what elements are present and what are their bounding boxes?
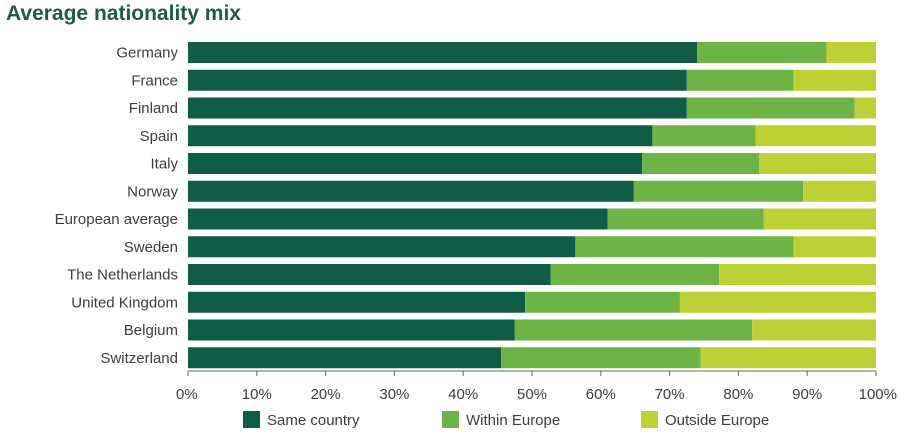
category-label: Sweden (124, 239, 178, 256)
category-label: United Kingdom (71, 294, 178, 311)
bar-3-1 (826, 42, 876, 63)
bar-3-6 (803, 180, 876, 202)
category-label: Finland (129, 100, 178, 117)
bar-1-4 (188, 125, 653, 147)
x-tick-label: 10% (242, 386, 272, 403)
x-tick-label: 70% (655, 386, 685, 403)
bar-2-6 (633, 180, 804, 202)
legend-label-2: Within Europe (466, 412, 560, 429)
x-tick-label: 0% (176, 386, 198, 403)
category-labels: Germany France Finland Spain Italy Norway Euro… (55, 45, 179, 367)
bar-1-9 (188, 264, 551, 285)
bar-2-11 (514, 319, 753, 341)
category-label: The Netherlands (67, 267, 178, 284)
x-tick-label: 20% (311, 386, 341, 403)
bar-3-3 (854, 97, 876, 119)
bar-1-2 (188, 69, 687, 91)
bar-1-1 (188, 42, 698, 63)
x-tick-label: 40% (448, 386, 478, 403)
category-label: Spain (140, 128, 178, 145)
legend: Same country Within Europe Outside Europe (243, 411, 769, 429)
x-tick-label: 60% (586, 386, 616, 403)
bar-2-9 (550, 264, 720, 285)
bar-2-1 (697, 42, 827, 63)
bar-3-8 (793, 236, 876, 258)
bars-layer (188, 42, 876, 369)
bar-1-3 (188, 97, 687, 119)
bar-3-2 (793, 69, 876, 91)
bar-2-8 (575, 236, 794, 258)
legend-swatch-3 (641, 411, 658, 428)
x-tick-label: 30% (379, 386, 409, 403)
bar-2-5 (642, 153, 760, 174)
bar-1-5 (188, 153, 643, 174)
category-label: Belgium (124, 322, 178, 339)
bar-2-7 (607, 208, 764, 230)
chart-title: Average nationality mix (6, 2, 241, 25)
x-tick-label: 80% (723, 386, 753, 403)
bar-3-10 (679, 291, 876, 313)
category-label: Norway (127, 183, 178, 200)
bar-3-11 (752, 319, 876, 341)
bar-3-4 (755, 125, 876, 147)
bar-1-10 (188, 291, 526, 313)
x-tick-label: 50% (517, 386, 547, 403)
x-tick-label: 100% (859, 386, 897, 403)
bar-3-5 (759, 153, 876, 174)
legend-label-3: Outside Europe (665, 412, 769, 429)
category-label: Switzerland (100, 350, 178, 367)
legend-label-1: Same country (267, 412, 360, 429)
x-axis: 0% 10% 20% 30% 40% 50% 60% 70% 80% 90% 100% (176, 370, 897, 403)
category-label: European average (55, 211, 178, 228)
bar-2-10 (525, 291, 680, 313)
bar-3-7 (763, 208, 876, 230)
legend-swatch-1 (243, 411, 260, 428)
bar-1-11 (188, 319, 515, 341)
x-tick-label: 90% (792, 386, 822, 403)
category-label: Germany (116, 45, 178, 62)
category-label: France (131, 72, 178, 89)
bar-2-12 (501, 347, 701, 369)
bar-3-9 (719, 264, 876, 285)
bar-3-12 (700, 347, 876, 369)
bar-1-8 (188, 236, 576, 258)
bar-2-3 (686, 97, 855, 119)
bar-1-12 (188, 347, 502, 369)
bar-2-4 (652, 125, 756, 147)
legend-swatch-2 (442, 411, 459, 428)
bar-1-6 (188, 180, 634, 202)
bar-1-7 (188, 208, 608, 230)
category-label: Italy (150, 156, 178, 173)
bar-2-2 (686, 69, 794, 91)
